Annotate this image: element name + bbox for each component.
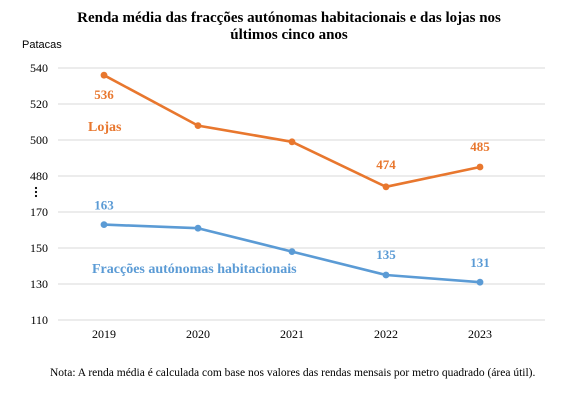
data-point (382, 271, 390, 279)
gridlines (58, 67, 545, 321)
y-tick-label: 480 (30, 169, 48, 183)
data-point (288, 248, 296, 256)
y-axis-unit-label: Patacas (22, 39, 62, 51)
x-axis-ticks: 2019 2020 2021 2022 2023 (92, 327, 492, 341)
series-name-lojas: Lojas (88, 120, 122, 135)
series-name-fraccoes: Fracções autónomas habitacionais (92, 262, 297, 277)
data-label: 536 (94, 87, 114, 102)
y-axis-ticks: 540 520 500 480 170 150 130 110 (30, 61, 48, 327)
data-label: 135 (376, 247, 396, 262)
series-line-lojas (103, 74, 481, 189)
y-tick-label: 540 (30, 61, 48, 75)
y-tick-label: 150 (30, 241, 48, 255)
data-label: 163 (94, 198, 114, 213)
series-layer: 536 474 485 163 135 131 (94, 71, 490, 286)
x-tick-label: 2020 (186, 327, 210, 341)
data-point (100, 221, 108, 229)
y-tick-label: 110 (30, 313, 48, 327)
data-label: 474 (376, 157, 396, 172)
chart-title: Renda média das fracções autónomas habit… (77, 10, 501, 43)
x-tick-label: 2022 (374, 327, 398, 341)
data-point (476, 163, 484, 171)
y-tick-label: 500 (30, 133, 48, 147)
x-tick-label: 2023 (468, 327, 492, 341)
data-point (100, 71, 108, 79)
data-label: 485 (470, 139, 490, 154)
y-tick-label: 520 (30, 97, 48, 111)
x-tick-label: 2021 (280, 327, 304, 341)
chart-title-line-1: Renda média das fracções autónomas habit… (77, 10, 501, 26)
data-point (288, 138, 296, 146)
chart-note: Nota: A renda média é calculada com base… (50, 367, 536, 379)
data-label: 131 (470, 255, 490, 270)
chart-title-line-2: últimos cinco anos (230, 27, 348, 43)
y-tick-label: 170 (30, 205, 48, 219)
y-tick-label: 130 (30, 277, 48, 291)
y-axis-break-marker (34, 186, 38, 198)
data-point (382, 183, 390, 191)
data-point (194, 122, 202, 129)
data-point (194, 224, 202, 232)
data-point (476, 278, 484, 286)
x-tick-label: 2019 (92, 327, 116, 341)
